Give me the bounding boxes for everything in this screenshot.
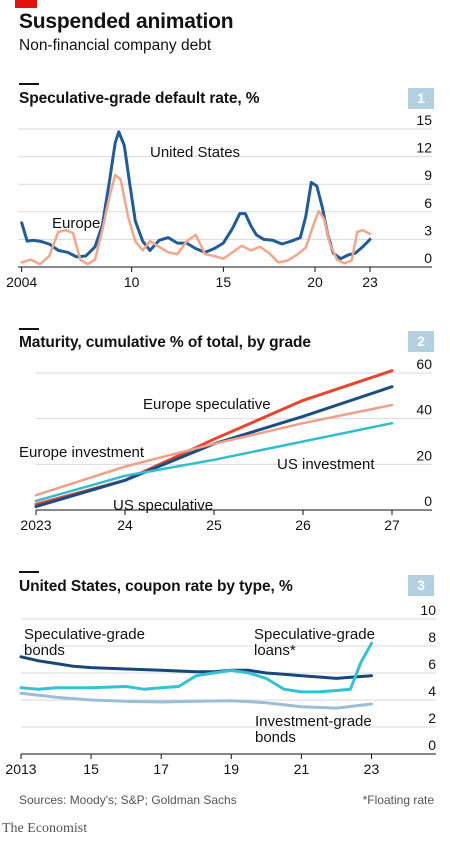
x-tick-label: 17 bbox=[153, 761, 169, 777]
series-line-investment-grade-bonds bbox=[19, 691, 373, 710]
chart-title: Suspended animation bbox=[19, 10, 234, 33]
series-line-europe bbox=[20, 173, 372, 266]
annotation-bonds: bonds bbox=[255, 729, 296, 746]
y-tick-label: 12 bbox=[416, 140, 432, 156]
panel-2-title: Maturity, cumulative % of total, by grad… bbox=[19, 334, 311, 351]
y-tick-label: 20 bbox=[416, 447, 432, 463]
series-line-europe-speculative bbox=[34, 369, 394, 506]
x-tick-label: 25 bbox=[206, 517, 222, 533]
x-tick-label: 27 bbox=[384, 517, 400, 533]
panel-2-number: 2 bbox=[408, 331, 434, 352]
x-tick-label: 2013 bbox=[5, 761, 36, 777]
panel-2-chart: 0 20 40 60 2023 24 25 26 27 Europe speculative Eur… bbox=[19, 356, 432, 533]
panel-1-rule bbox=[19, 83, 39, 85]
x-tick-label: 10 bbox=[124, 274, 140, 290]
floating-rate-note: *Floating rate bbox=[362, 793, 434, 807]
brand-name: The Economist bbox=[2, 821, 88, 836]
annotation-us-investment: US investment bbox=[277, 456, 375, 473]
panel-3-title: United States, coupon rate by type, % bbox=[19, 578, 293, 595]
annotation-united-states: United States bbox=[150, 144, 240, 161]
annotation-speculative-grade: Speculative-grade bbox=[254, 626, 375, 643]
y-tick-label: 0 bbox=[424, 250, 432, 266]
y-tick-label: 6 bbox=[428, 656, 436, 672]
y-tick-label: 9 bbox=[424, 167, 432, 183]
y-tick-label: 40 bbox=[416, 402, 432, 418]
y-tick-label: 2 bbox=[428, 710, 436, 726]
annotation-investment-grade: Investment-grade bbox=[255, 713, 372, 730]
series-line-us-investment bbox=[34, 421, 394, 503]
x-tick-label: 2023 bbox=[20, 517, 51, 533]
brand-red-tag bbox=[15, 0, 37, 8]
annotation-loans: loans* bbox=[254, 642, 296, 659]
panel-3-number: 3 bbox=[408, 575, 434, 596]
x-tick-label: 21 bbox=[294, 761, 310, 777]
annotation-europe: Europe bbox=[52, 215, 100, 232]
annotation-us-speculative: US speculative bbox=[113, 497, 213, 514]
y-tick-label: 8 bbox=[428, 629, 436, 645]
series-line-united-states bbox=[20, 130, 372, 261]
y-tick-label: 0 bbox=[428, 737, 436, 753]
panel-1-title: Speculative-grade default rate, % bbox=[19, 90, 260, 107]
annotation-bonds: bonds bbox=[24, 642, 65, 659]
annotation-europe-investment: Europe investment bbox=[19, 444, 145, 461]
y-tick-label: 0 bbox=[424, 493, 432, 509]
x-tick-label: 15 bbox=[216, 274, 232, 290]
y-tick-label: 4 bbox=[428, 683, 436, 699]
y-tick-label: 10 bbox=[420, 602, 436, 618]
panel-2-rule bbox=[19, 328, 39, 330]
x-tick-label: 23 bbox=[362, 274, 378, 290]
panel-1-chart: 0 3 6 9 12 15 2004 10 15 20 23 United States Europe bbox=[6, 112, 432, 290]
x-tick-label: 26 bbox=[295, 517, 311, 533]
series-line-speculative-grade-loans bbox=[19, 641, 373, 694]
x-tick-label: 24 bbox=[117, 517, 133, 533]
sources-note: Sources: Moody's; S&P; Goldman Sachs bbox=[19, 793, 237, 807]
y-tick-label: 60 bbox=[416, 356, 432, 372]
annotation-speculative-grade: Speculative-grade bbox=[24, 626, 145, 643]
series-line-europe-investment bbox=[34, 403, 394, 497]
panel-1-number: 1 bbox=[408, 88, 434, 109]
y-tick-label: 3 bbox=[424, 222, 432, 238]
x-tick-label: 15 bbox=[83, 761, 99, 777]
x-tick-label: 23 bbox=[364, 761, 380, 777]
x-tick-label: 20 bbox=[307, 274, 323, 290]
x-tick-label: 19 bbox=[223, 761, 239, 777]
panel-3-rule bbox=[19, 571, 39, 573]
y-tick-label: 6 bbox=[424, 195, 432, 211]
chart-subtitle: Non-financial company debt bbox=[19, 37, 212, 54]
x-tick-label: 2004 bbox=[6, 274, 37, 290]
y-tick-label: 15 bbox=[416, 112, 432, 128]
annotation-europe-speculative: Europe speculative bbox=[143, 396, 271, 413]
